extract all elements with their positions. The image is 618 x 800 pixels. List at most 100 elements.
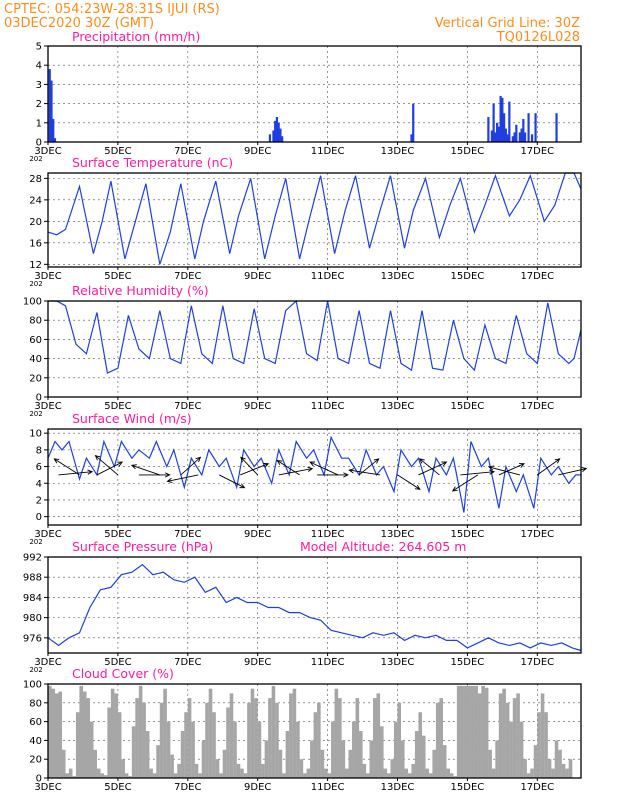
bar — [404, 768, 409, 778]
bar — [236, 763, 241, 778]
bar — [463, 685, 468, 778]
x-tick-label: 11DEC — [311, 529, 345, 540]
panel-title-wind: Surface Wind (m/s) — [72, 411, 192, 426]
bar — [201, 740, 206, 778]
bar — [348, 749, 353, 778]
wind-vector-head — [451, 486, 458, 492]
wind-vector-head — [276, 459, 283, 466]
panel-frame — [47, 172, 582, 268]
x-tick-label: 17DEC — [520, 529, 554, 540]
bar — [65, 773, 70, 778]
bar — [502, 688, 506, 778]
y-tick-label: 0 — [36, 138, 42, 149]
wind-vector-head — [53, 458, 60, 464]
bar — [156, 745, 160, 778]
bar — [526, 773, 531, 778]
wind-vector-head — [309, 461, 316, 467]
x-tick-label: 17DEC — [520, 401, 554, 412]
wind-vector-head — [581, 466, 588, 472]
bar — [506, 134, 509, 142]
x-tick-label: 9DEC — [244, 657, 271, 668]
x-tick-label: 11DEC — [311, 271, 345, 282]
bar — [145, 731, 150, 778]
bar — [439, 698, 443, 778]
bar — [449, 773, 454, 778]
bar — [425, 768, 430, 778]
bar — [519, 721, 524, 778]
x-tick-label: 11DEC — [311, 146, 345, 157]
bar — [341, 740, 346, 778]
x-tick-label: 7DEC — [174, 657, 201, 668]
bar — [474, 685, 478, 778]
y-tick-label: 8 — [36, 445, 42, 456]
bar — [499, 95, 502, 142]
x-tick-label: 13DEC — [381, 401, 415, 412]
y-tick-label: 5 — [36, 42, 42, 53]
wind-vector — [460, 469, 496, 476]
bar — [124, 773, 129, 778]
wind-vector-shaft — [167, 474, 199, 482]
wind-vector — [240, 462, 270, 476]
bar — [51, 688, 56, 778]
bar — [435, 702, 440, 778]
bar — [565, 768, 569, 778]
x-tick-label: 9DEC — [244, 401, 271, 412]
wind-vector — [419, 458, 440, 476]
x-tick-label: 7DEC — [174, 782, 201, 793]
panel-cloud-cover: Cloud Cover (%) 0 20 40 60 80 100 3DEC 5DEC 7DEC… — [23, 666, 582, 793]
bar — [362, 763, 367, 778]
wind-vector-head — [130, 464, 137, 470]
y-tick-label: 2 — [36, 99, 42, 110]
wind-vector-head — [348, 468, 355, 474]
bar — [520, 128, 523, 142]
bar — [272, 130, 275, 142]
bar — [446, 768, 450, 778]
header-run: 03DEC2020 30Z (GMT) — [4, 16, 154, 31]
bar — [268, 698, 272, 778]
wind-vector-head — [239, 483, 246, 489]
wind-vector-head — [489, 469, 496, 475]
bar — [460, 685, 464, 778]
bar — [516, 693, 520, 778]
bar — [534, 113, 537, 142]
y-tick-label: 28 — [29, 174, 42, 185]
bar — [494, 132, 497, 142]
bar — [503, 113, 506, 142]
header-grid-note: Vertical Grid Line: 30Z — [435, 16, 580, 31]
panel-frame — [47, 428, 582, 526]
bar — [327, 773, 332, 778]
bar — [68, 768, 73, 778]
x-tick-label: 15DEC — [451, 657, 485, 668]
x-tick-label: 3DEC — [34, 782, 61, 793]
panel-frame — [47, 683, 582, 779]
bar — [226, 707, 230, 778]
wind-vector-head — [441, 461, 448, 467]
bar — [54, 693, 59, 778]
header-station: CPTEC: 054:23W-28:31S IJUI (RS) — [4, 2, 220, 17]
bar — [456, 685, 461, 778]
bar — [205, 702, 209, 778]
bar — [282, 773, 286, 778]
x-tick-label: 13DEC — [381, 782, 415, 793]
wind-vector-head — [87, 469, 94, 475]
bar — [470, 685, 475, 778]
x-tick-label: 17DEC — [520, 146, 554, 157]
wind-vector-shaft — [537, 458, 560, 476]
bar — [504, 128, 507, 142]
x-tick-year-stub: 202 — [29, 538, 42, 546]
wind-vector-shaft — [219, 474, 245, 489]
bar — [187, 698, 192, 778]
bar — [173, 773, 178, 778]
wind-vector — [96, 461, 124, 476]
x-tick-label: 5DEC — [104, 146, 131, 157]
wind-vector — [219, 474, 246, 489]
bar — [277, 122, 280, 142]
bar — [366, 773, 370, 778]
wind-vector-shaft — [418, 461, 447, 476]
bar — [317, 702, 321, 778]
bar — [386, 773, 391, 778]
y-tick-label: 1 — [36, 118, 42, 129]
y-tick-label: 3 — [36, 80, 42, 91]
wind-vector-shaft — [54, 458, 80, 476]
